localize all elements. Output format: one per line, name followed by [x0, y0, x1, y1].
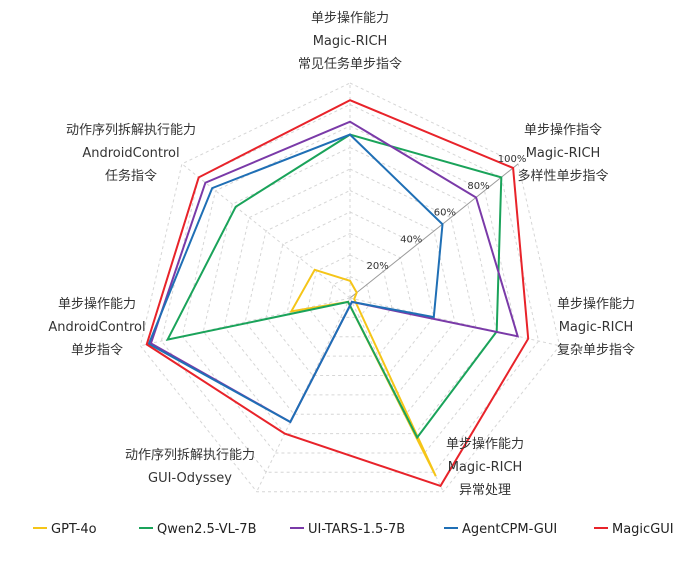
series-line — [147, 133, 444, 424]
grid-ring — [181, 125, 519, 454]
legend-label: Qwen2.5-VL-7B — [157, 522, 257, 537]
axis-label-line: 单步操作能力 — [58, 296, 136, 312]
axis-label: 单步操作能力 Magic-RICH 复杂单步指令 — [557, 296, 635, 358]
grid-ring — [202, 146, 498, 435]
tick-label: 60% — [434, 208, 456, 219]
axis-label-line: 单步操作能力 — [311, 10, 389, 26]
axis-label-line: 单步指令 — [71, 343, 123, 358]
grid-ring — [307, 254, 393, 338]
axis-label: 单步操作能力 Magic-RICH 异常处理 — [446, 436, 524, 498]
tick-label: 100% — [498, 154, 527, 165]
grid-ring — [328, 275, 372, 318]
axis-label: 单步操作指令 Magic-RICH 多样性单步指令 — [517, 122, 608, 184]
axis-label-line: Magic-RICH — [313, 34, 388, 49]
tick-label: 80% — [467, 181, 489, 192]
axis-label-line: 动作序列拆解执行能力 — [125, 448, 255, 463]
legend: GPT-4o Qwen2.5-VL-7B UI-TARS-1.5-7B AgentCP… — [33, 522, 674, 537]
legend-item: Qwen2.5-VL-7B — [139, 522, 257, 537]
legend-item: UI-TARS-1.5-7B — [290, 522, 405, 537]
legend-label: UI-TARS-1.5-7B — [308, 522, 405, 537]
grid-ring — [160, 103, 540, 473]
axis-label-line: AndroidControl — [82, 146, 179, 161]
axis-label: 单步操作能力 AndroidControl 单步指令 — [48, 296, 145, 358]
tick-label: 40% — [400, 234, 422, 245]
tick-labels: 20% 40% 60% 80% 100% — [366, 154, 526, 272]
series-line — [165, 133, 503, 440]
legend-item: MagicGUI — [594, 522, 674, 537]
grid-ring — [244, 189, 456, 396]
legend-item: AgentCPM-GUI — [444, 522, 557, 537]
axis-label-line: Magic-RICH — [559, 320, 634, 335]
axis-label-line: 单步操作指令 — [524, 122, 602, 138]
axis-label-line: Magic-RICH — [526, 146, 601, 161]
axis-label: 动作序列拆解执行能力 AndroidControl 任务指令 — [66, 123, 196, 184]
grid-ring — [286, 232, 414, 357]
axis-label-line: 单步操作能力 — [446, 436, 524, 452]
axis-label: 动作序列拆解执行能力 GUI-Odyssey — [125, 448, 255, 486]
axis-label-line: 动作序列拆解执行能力 — [66, 123, 196, 138]
grid-ring — [223, 168, 477, 415]
axis-label-line: Magic-RICH — [448, 460, 523, 475]
axis-label: 单步操作能力 Magic-RICH 常见任务单步指令 — [298, 10, 402, 72]
axis-label-line: 多样性单步指令 — [517, 168, 608, 184]
tick-label: 20% — [366, 261, 388, 272]
radar-grid — [139, 82, 561, 493]
axis-label-line: 异常处理 — [459, 483, 511, 498]
series-line — [145, 99, 530, 488]
grid-spoke — [349, 163, 519, 299]
legend-label: MagicGUI — [612, 522, 674, 537]
series-layer — [145, 99, 530, 488]
axis-label-line: 单步操作能力 — [557, 296, 635, 312]
legend-label: AgentCPM-GUI — [462, 522, 557, 537]
axis-label-line: 复杂单步指令 — [557, 343, 635, 358]
axis-label-line: GUI-Odyssey — [148, 471, 232, 486]
grid-ring — [139, 82, 561, 493]
axis-label-line: 常见任务单步指令 — [298, 56, 402, 72]
legend-label: GPT-4o — [51, 522, 97, 537]
axis-label-line: 任务指令 — [105, 168, 157, 184]
legend-item: GPT-4o — [33, 522, 97, 537]
axis-label-line: AndroidControl — [48, 320, 145, 335]
